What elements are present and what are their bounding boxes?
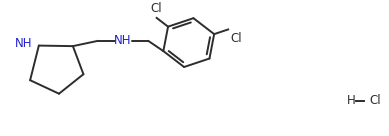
Text: Cl: Cl — [370, 95, 381, 107]
Text: NH: NH — [14, 37, 32, 50]
Text: H: H — [347, 95, 355, 107]
Text: Cl: Cl — [151, 2, 163, 15]
Text: NH: NH — [114, 34, 132, 47]
Text: Cl: Cl — [230, 32, 242, 45]
